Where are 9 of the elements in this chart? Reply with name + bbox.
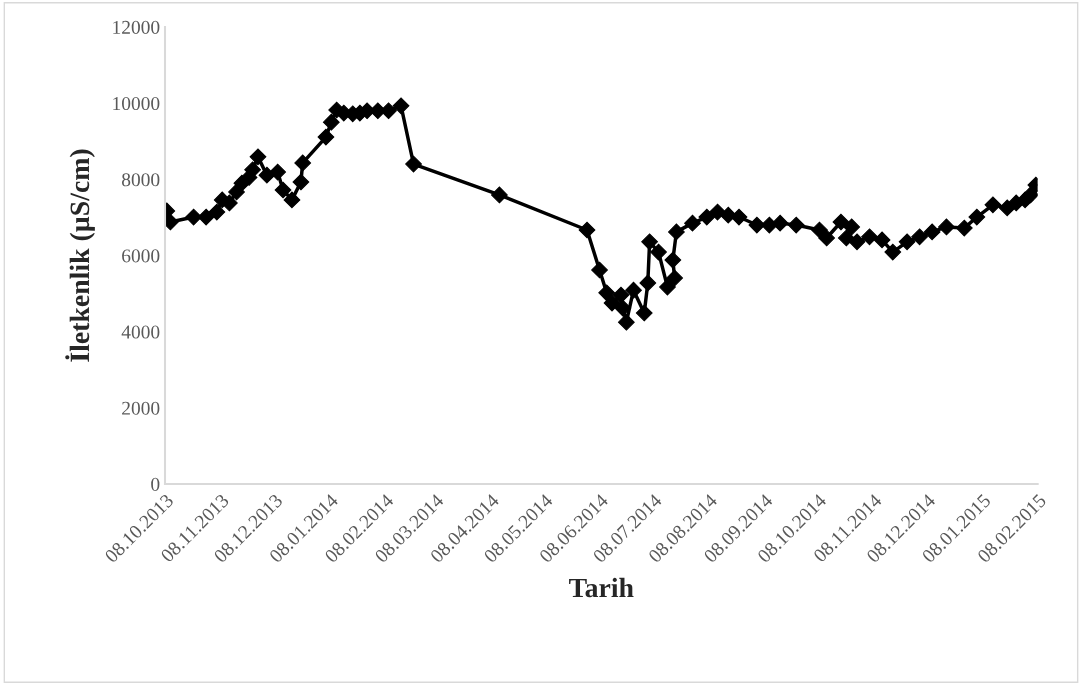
y-tick-label: 0 — [151, 477, 160, 491]
y-tick-label: 6000 — [122, 249, 160, 263]
x-axis-title: Tarih — [569, 577, 634, 598]
y-tick-label: 4000 — [121, 325, 160, 339]
y-axis-title: İletkenlik (µS/cm) — [65, 149, 95, 362]
y-tick-label: 2000 — [122, 401, 160, 415]
y-tick-label: 12000 — [113, 20, 160, 34]
y-tick-label: 8000 — [122, 173, 160, 187]
y-tick-label: 10000 — [113, 96, 160, 111]
